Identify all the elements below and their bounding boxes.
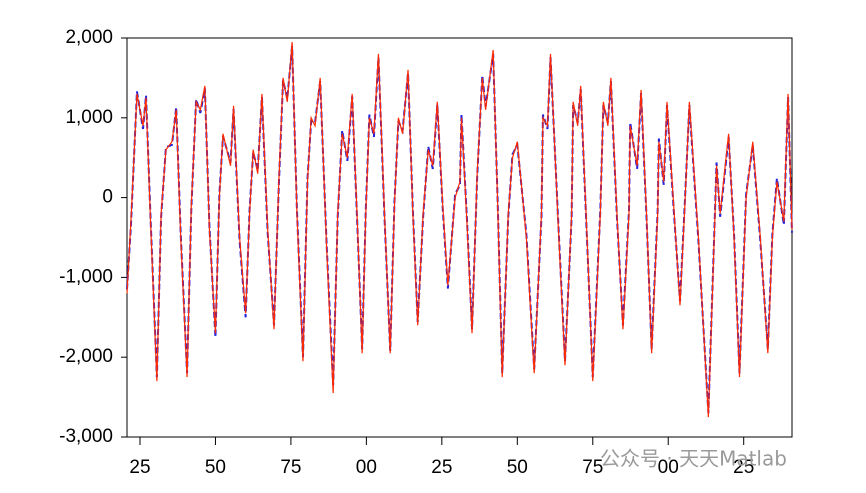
y-tick-label: -1,000: [59, 266, 113, 287]
x-tick-label: 25: [129, 457, 150, 478]
y-tick-label: 0: [102, 187, 113, 208]
y-tick-label: 1,000: [65, 107, 113, 128]
series-line: [126, 45, 793, 414]
x-tick-label: 75: [280, 457, 301, 478]
y-tick-label: 2,000: [65, 27, 113, 48]
x-tick-label: 50: [205, 457, 226, 478]
watermark: 公众号 · 天天Matlab: [600, 447, 787, 471]
y-tick-label: -2,000: [59, 346, 113, 367]
x-tick-label: 25: [733, 457, 754, 478]
x-tick-label: 50: [507, 457, 528, 478]
series-line: [126, 41, 793, 418]
plot-area: [126, 41, 793, 418]
x-tick-label: 25: [431, 457, 452, 478]
x-tick-label: 00: [356, 457, 377, 478]
plot-frame: [126, 37, 793, 438]
x-tick-label: 00: [658, 457, 679, 478]
y-tick-label: -3,000: [59, 426, 113, 447]
x-tick-label: 75: [582, 457, 603, 478]
